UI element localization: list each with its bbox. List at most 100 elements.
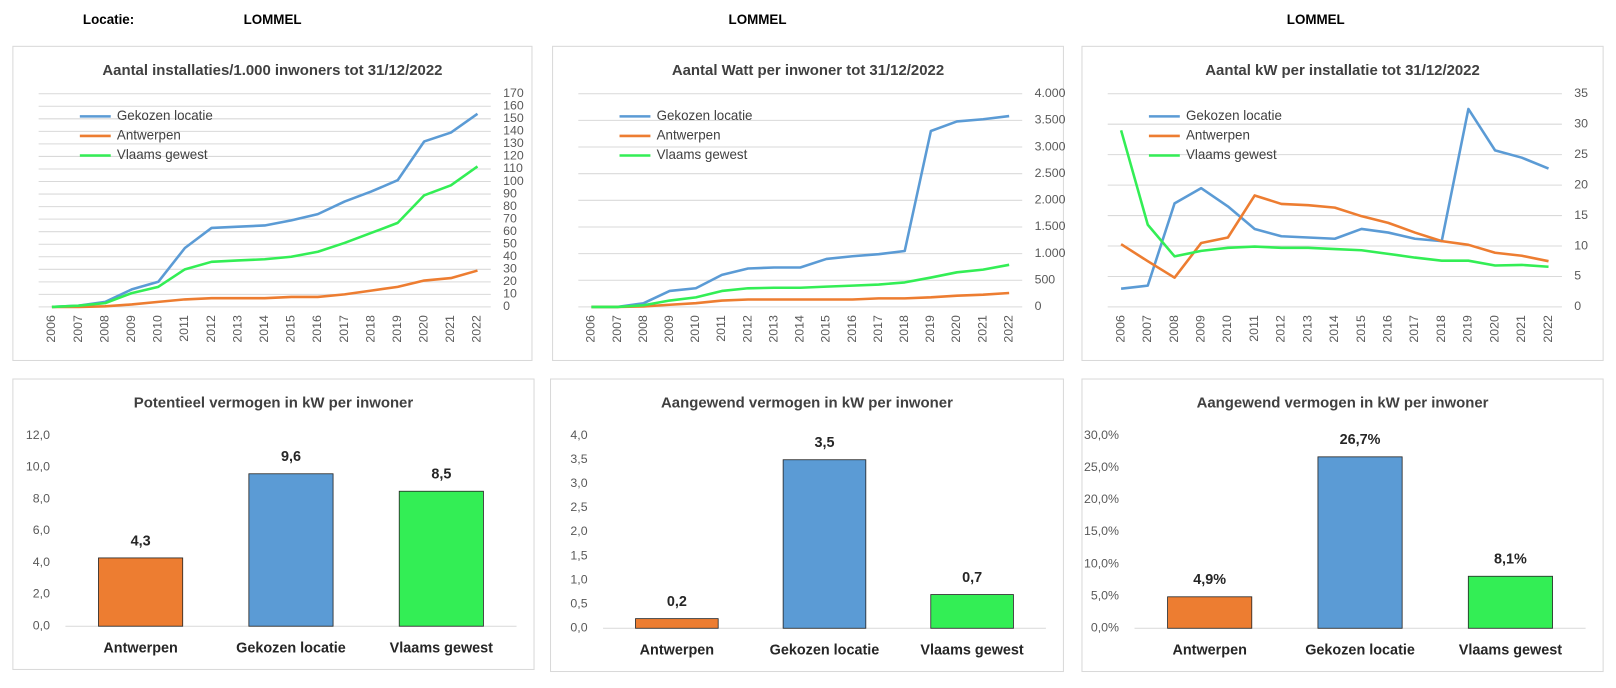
chart-panel (1081, 45, 1604, 361)
x-tick-label: 2017 (337, 315, 351, 343)
y-tick-label: 2.500 (1035, 166, 1066, 180)
x-tick-label: 2022 (1541, 315, 1555, 343)
series-line (51, 269, 478, 309)
x-tick-label: 2012 (740, 315, 754, 343)
data-label: 3,5 (814, 435, 834, 451)
x-tick-label: 2010 (688, 315, 702, 343)
y-tick-label: 3.000 (1035, 139, 1066, 153)
x-tick-label: 2015 (819, 315, 833, 343)
legend-label: Gekozen locatie (657, 108, 753, 123)
data-label: 8,1% (1494, 552, 1527, 568)
data-label: 0,2 (667, 594, 687, 610)
x-tick-label: 2010 (151, 315, 165, 343)
legend-label: Vlaams gewest (657, 147, 748, 162)
x-tick-label: 2018 (363, 315, 377, 343)
chart-panel (552, 45, 1064, 361)
y-tick-label: 30 (503, 262, 517, 276)
y-tick-label: 10,0% (1084, 556, 1119, 570)
y-tick-label: 50 (503, 236, 517, 250)
x-tick-label: 2010 (1220, 315, 1234, 343)
series-line (1120, 107, 1550, 290)
y-tick-label: 4,0 (570, 428, 587, 442)
x-tick-label: 2021 (443, 315, 457, 343)
x-tick-label: 2007 (610, 315, 624, 343)
x-tick-label: 2009 (662, 315, 676, 343)
chart-panel (12, 45, 533, 361)
legend-label: Vlaams gewest (1186, 147, 1277, 162)
x-tick-label: Antwerpen (640, 643, 714, 659)
y-tick-label: 20,0% (1084, 492, 1119, 506)
y-tick-label: 15 (1574, 208, 1588, 222)
series-line (51, 165, 479, 309)
y-tick-label: 0,0 (570, 621, 587, 635)
x-tick-label: Antwerpen (1172, 643, 1246, 659)
y-tick-label: 25,0% (1084, 460, 1119, 474)
y-tick-label: 15,0% (1084, 524, 1119, 538)
y-tick-label: 1,5 (570, 548, 587, 562)
y-tick-label: 1,0 (570, 572, 587, 586)
x-tick-label: 2012 (1274, 315, 1288, 343)
x-tick-label: 2020 (949, 315, 963, 343)
y-tick-label: 0,0 (33, 618, 50, 632)
legend-label: Gekozen locatie (117, 108, 213, 123)
y-tick-label: 130 (503, 136, 524, 150)
chart-title: Potentieel vermogen in kW per inwoner (134, 395, 414, 412)
bar (1467, 575, 1553, 629)
x-tick-label: 2018 (1434, 315, 1448, 343)
x-tick-label: 2011 (1247, 315, 1261, 342)
data-label: 4,9% (1193, 572, 1226, 588)
x-tick-label: Antwerpen (103, 641, 177, 657)
data-label: 26,7% (1340, 432, 1381, 448)
bar (782, 459, 867, 629)
y-tick-label: 10 (1574, 238, 1588, 252)
bar (248, 473, 334, 627)
y-tick-label: 5,0% (1091, 588, 1119, 602)
x-tick-label: 2008 (636, 315, 650, 343)
x-tick-label: 2013 (230, 315, 244, 343)
chart-title: Aangewend vermogen in kW per inwoner (661, 395, 953, 412)
x-tick-label: 2021 (975, 315, 989, 343)
y-tick-label: 1.000 (1035, 246, 1066, 260)
y-tick-label: 10 (503, 287, 517, 301)
x-tick-label: 2006 (44, 315, 58, 343)
x-tick-label: 2009 (124, 315, 138, 343)
y-tick-label: 40 (503, 249, 517, 263)
y-tick-label: 2,5 (570, 500, 587, 514)
y-tick-label: 60 (503, 224, 517, 238)
chart-title: Aantal Watt per inwoner tot 31/12/2022 (672, 62, 944, 79)
legend-label: Antwerpen (657, 127, 721, 142)
y-tick-label: 25 (1574, 147, 1588, 161)
bar (398, 490, 484, 627)
x-tick-label: Gekozen locatie (1305, 643, 1415, 659)
data-label: 4,3 (131, 533, 151, 549)
series-line (1119, 129, 1549, 269)
x-tick-label: 2011 (714, 315, 728, 342)
chart-title: Aantal installaties/1.000 inwoners tot 3… (102, 62, 442, 79)
x-tick-label: 2016 (845, 315, 859, 343)
x-tick-label: 2007 (71, 315, 85, 343)
x-tick-label: 2006 (584, 315, 598, 343)
x-tick-label: 2015 (1354, 315, 1368, 343)
location-name: LOMMEL (1287, 12, 1345, 27)
data-label: 0,7 (962, 570, 982, 586)
series-line (51, 112, 479, 309)
x-tick-label: 2016 (1381, 315, 1395, 343)
x-tick-label: 2013 (766, 315, 780, 343)
location-name: LOMMEL (729, 12, 787, 27)
chart-title: Aangewend vermogen in kW per inwoner (1197, 395, 1489, 412)
y-tick-label: 110 (503, 161, 523, 175)
bar (98, 557, 184, 627)
y-tick-label: 160 (503, 99, 524, 113)
y-tick-label: 0 (503, 299, 510, 313)
x-tick-label: 2011 (177, 315, 191, 342)
bar (1317, 456, 1403, 629)
y-tick-label: 0,5 (570, 596, 587, 610)
y-tick-label: 500 (1035, 273, 1056, 287)
x-tick-label: 2022 (1001, 315, 1015, 343)
x-tick-label: 2019 (390, 315, 404, 343)
y-tick-label: 20 (1574, 177, 1588, 191)
y-tick-label: 8,0 (33, 491, 50, 505)
legend-label: Gekozen locatie (1186, 108, 1282, 123)
y-tick-label: 3,0 (570, 476, 587, 490)
